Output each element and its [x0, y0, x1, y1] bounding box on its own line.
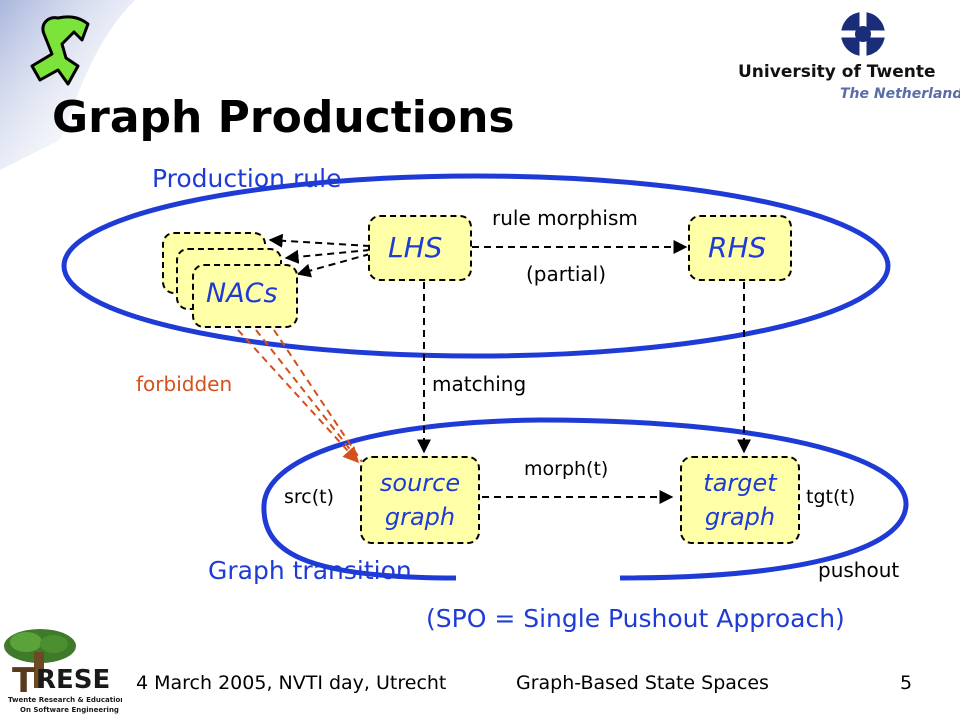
tgt-label: tgt(t): [806, 486, 856, 508]
logo-arrow-icon: [30, 15, 90, 86]
forbidden-label: forbidden: [136, 372, 233, 396]
graph-transition-ellipse: [261, 417, 909, 581]
partial-label: (partial): [526, 262, 606, 286]
university-name: University of Twente: [738, 62, 936, 82]
target-graph-box: target graph: [680, 456, 800, 544]
production-rule-ellipse: [61, 173, 891, 359]
matching-label: matching: [432, 372, 527, 396]
forbidden-arrow-2: [255, 329, 361, 463]
pushout-label: pushout: [818, 558, 900, 582]
page-number: 5: [900, 672, 913, 694]
lhs-to-nac-arrow-1: [268, 233, 371, 248]
source-graph-label: source graph: [379, 469, 461, 531]
svg-text:Twente Research & Education: Twente Research & Education: [8, 696, 122, 704]
graph-transition-label: Graph transition: [208, 556, 412, 585]
forbidden-arrow-3: [273, 329, 363, 463]
target-graph-label: target graph: [703, 469, 777, 531]
svg-text:T: T: [12, 661, 36, 701]
production-rule-label: Production rule: [152, 164, 342, 193]
src-label: src(t): [284, 486, 335, 508]
rule-morphism-label: rule morphism: [492, 206, 638, 230]
morph-label: morph(t): [524, 458, 609, 480]
svg-text:On Software Engineering: On Software Engineering: [20, 706, 119, 714]
lhs-to-nac-arrow-2: [284, 249, 371, 264]
source-graph-box: source graph: [360, 456, 480, 544]
lhs-to-nac-arrow-3: [296, 253, 371, 278]
forbidden-arrow-1: [237, 329, 360, 464]
footer-talk-title: Graph-Based State Spaces: [516, 672, 769, 694]
lhs-label: LHS: [388, 231, 443, 264]
svg-text:RESE: RESE: [36, 665, 110, 695]
nac-box-front: NACs: [192, 264, 298, 328]
nac-label: NACs: [206, 278, 278, 309]
university-country: The Netherlands: [840, 86, 960, 102]
trese-logo-icon: T RESE Twente Research & Education On So…: [4, 629, 122, 714]
university-logo-icon: [837, 7, 889, 61]
spo-note: (SPO = Single Pushout Approach): [426, 604, 845, 633]
lhs-box: LHS: [368, 215, 472, 281]
rhs-box: RHS: [688, 215, 792, 281]
footer-date-place: 4 March 2005, NVTI day, Utrecht: [136, 672, 447, 694]
rhs-label: RHS: [708, 231, 767, 264]
slide-title: Graph Productions: [52, 92, 515, 143]
